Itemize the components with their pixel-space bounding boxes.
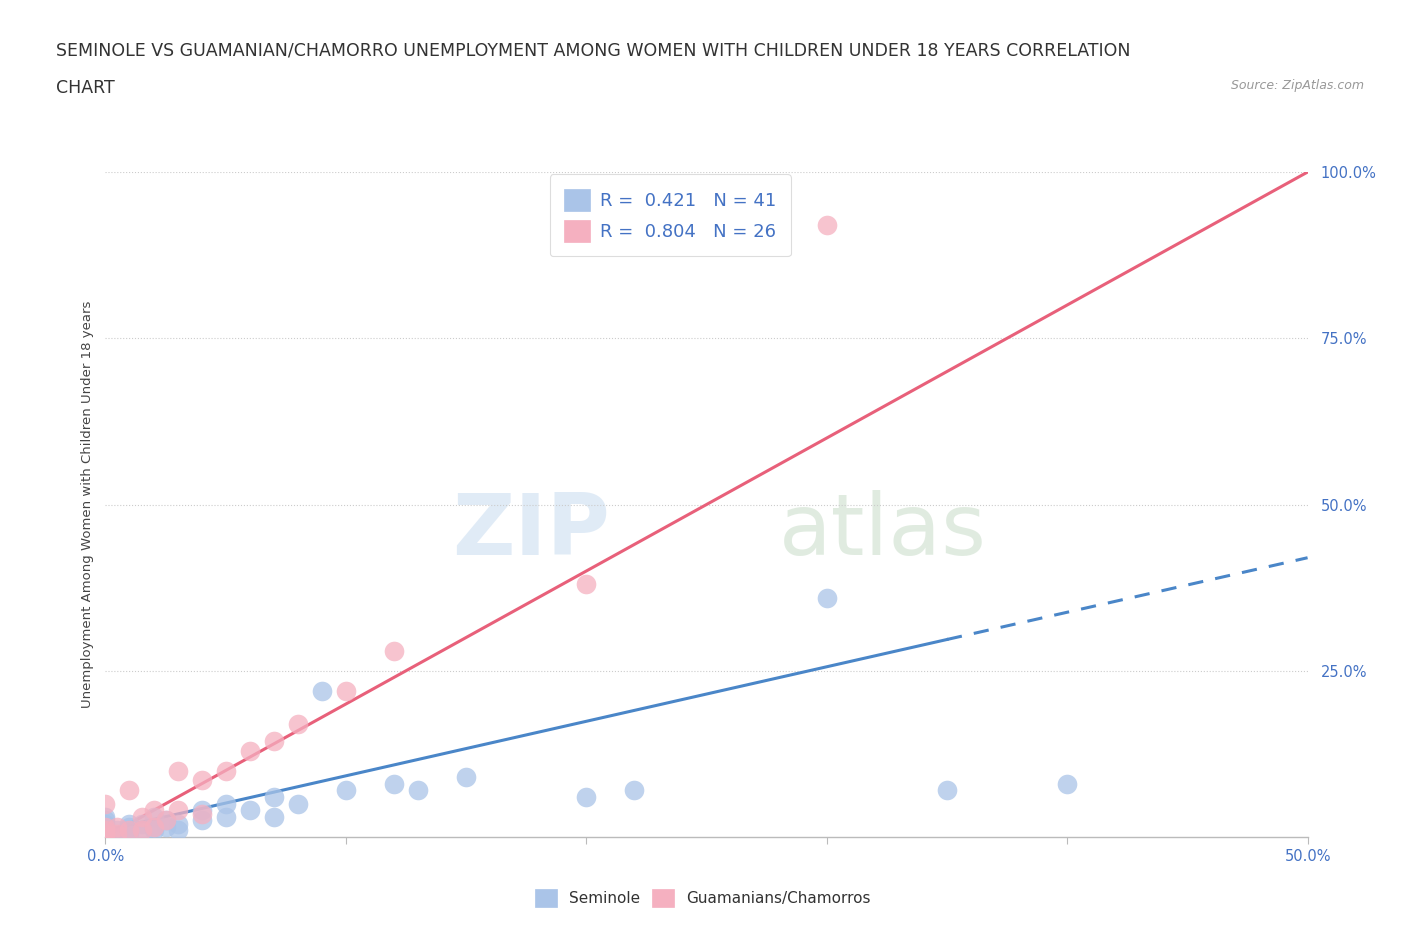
Point (94, 817, 117, 831)
Point (155, 813, 177, 828)
Point (142, 819, 165, 834)
Text: atlas: atlas (779, 489, 987, 573)
Legend: R =  0.421   N = 41, R =  0.804   N = 26: R = 0.421 N = 41, R = 0.804 N = 26 (550, 175, 792, 257)
Point (263, 733, 285, 748)
Point (575, 577, 598, 591)
Point (263, 790, 285, 804)
Point (575, 790, 598, 804)
Point (94, 826, 117, 841)
Point (94, 796, 117, 811)
Point (815, 218, 838, 232)
Point (131, 823, 153, 838)
Point (142, 810, 165, 825)
Point (190, 773, 212, 788)
Point (166, 823, 188, 838)
Text: Source: ZipAtlas.com: Source: ZipAtlas.com (1230, 79, 1364, 92)
Point (311, 684, 333, 698)
Point (94, 810, 117, 825)
Point (142, 823, 165, 838)
Point (287, 716, 309, 731)
Point (623, 783, 645, 798)
Point (94, 823, 117, 838)
Point (335, 684, 357, 698)
Point (107, 826, 129, 841)
Point (382, 777, 405, 791)
Point (94, 819, 117, 834)
Point (936, 783, 959, 798)
Point (166, 817, 188, 831)
Point (815, 591, 838, 605)
Point (94, 826, 117, 841)
Point (94, 813, 117, 828)
Text: CHART: CHART (56, 79, 115, 97)
Point (94, 823, 117, 838)
Point (107, 819, 129, 834)
Point (190, 806, 212, 821)
Point (118, 817, 141, 831)
Point (335, 783, 357, 798)
Point (190, 803, 212, 817)
Point (94, 830, 117, 844)
Point (118, 783, 141, 798)
Point (118, 826, 141, 841)
Point (142, 803, 165, 817)
Point (155, 819, 177, 834)
Point (155, 813, 177, 828)
Point (382, 644, 405, 658)
Point (214, 763, 236, 777)
Point (142, 819, 165, 834)
Point (214, 810, 236, 825)
Point (107, 823, 129, 838)
Point (166, 763, 188, 777)
Point (214, 796, 236, 811)
Point (94, 830, 117, 844)
Point (239, 803, 262, 817)
Point (287, 796, 309, 811)
Text: SEMINOLE VS GUAMANIAN/CHAMORRO UNEMPLOYMENT AMONG WOMEN WITH CHILDREN UNDER 18 Y: SEMINOLE VS GUAMANIAN/CHAMORRO UNEMPLOYM… (56, 42, 1130, 60)
Point (94, 830, 117, 844)
Y-axis label: Unemployment Among Women with Children Under 18 years: Unemployment Among Women with Children U… (82, 300, 94, 709)
Point (131, 823, 153, 838)
Point (166, 803, 188, 817)
Point (239, 743, 262, 758)
Point (107, 830, 129, 844)
Point (131, 817, 153, 831)
Point (131, 810, 153, 825)
Legend: Seminole, Guamanians/Chamorros: Seminole, Guamanians/Chamorros (529, 884, 877, 913)
Point (263, 810, 285, 825)
Point (190, 813, 212, 828)
Point (406, 783, 429, 798)
Point (1056, 777, 1078, 791)
Point (118, 823, 141, 838)
Point (118, 819, 141, 834)
Point (118, 823, 141, 838)
Text: ZIP: ZIP (453, 489, 610, 573)
Point (454, 770, 477, 785)
Point (94, 819, 117, 834)
